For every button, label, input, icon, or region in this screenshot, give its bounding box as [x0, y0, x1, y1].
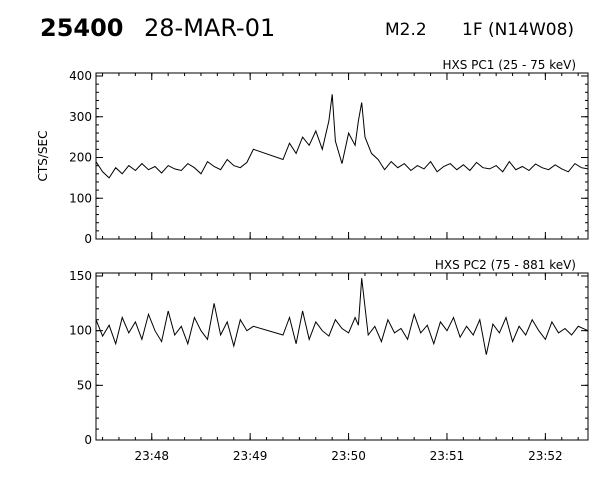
plot-frame-2: [96, 273, 588, 440]
plot-frame-1: [96, 73, 588, 239]
y-tick-label: 100: [69, 191, 92, 205]
x-tick-label: 23:48: [134, 449, 169, 463]
y-axis-label: CTS/SEC: [36, 131, 50, 182]
y-tick-label: 50: [77, 378, 92, 392]
plot-title-1: HXS PC1 (25 - 75 keV): [442, 58, 576, 72]
x-tick-label: 23:52: [528, 449, 563, 463]
y-tick-label: 200: [69, 151, 92, 165]
x-tick-label: 23:51: [430, 449, 465, 463]
y-tick-label: 0: [84, 433, 92, 447]
y-tick-label: 400: [69, 69, 92, 83]
plot-title-2: HXS PC2 (75 - 881 keV): [435, 258, 576, 272]
y-tick-label: 300: [69, 110, 92, 124]
series-line-2: [96, 278, 588, 355]
y-tick-label: 150: [69, 269, 92, 283]
y-tick-label: 0: [84, 232, 92, 246]
series-line-1: [96, 94, 588, 178]
x-tick-label: 23:49: [233, 449, 268, 463]
y-tick-label: 100: [69, 324, 92, 338]
x-tick-label: 23:50: [331, 449, 366, 463]
